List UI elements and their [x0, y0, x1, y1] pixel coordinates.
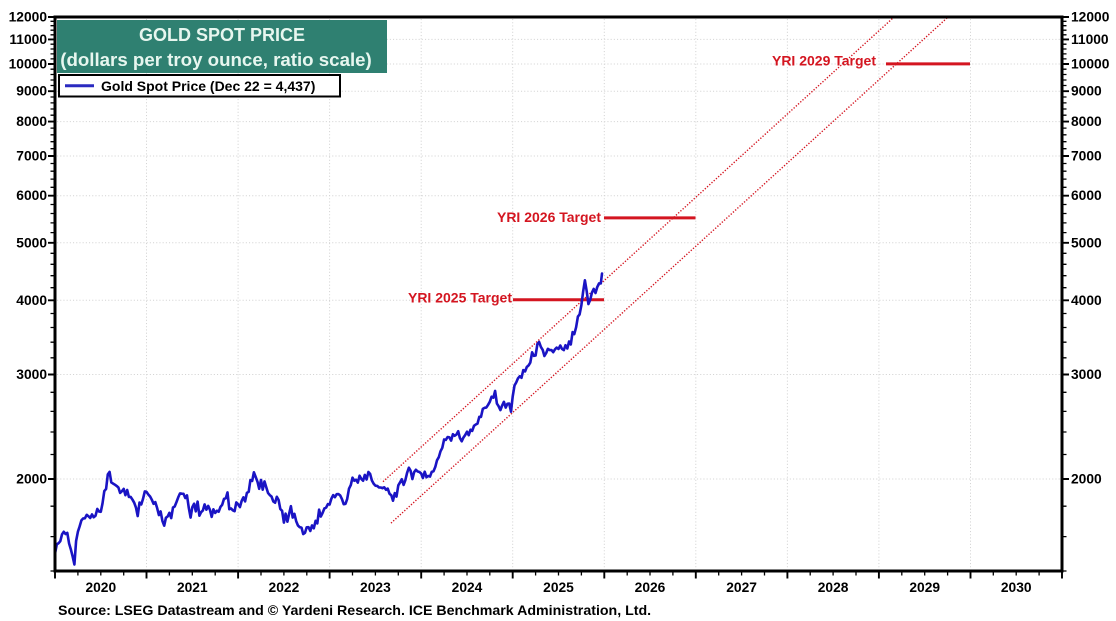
- svg-text:10000: 10000: [1071, 57, 1110, 72]
- svg-text:11000: 11000: [9, 32, 47, 47]
- svg-text:2024: 2024: [452, 580, 483, 595]
- svg-text:2030: 2030: [1001, 580, 1032, 595]
- svg-text:3000: 3000: [1071, 367, 1102, 382]
- svg-text:8000: 8000: [16, 114, 47, 129]
- svg-text:YRI 2029 Target: YRI 2029 Target: [772, 53, 876, 69]
- svg-text:8000: 8000: [1071, 114, 1102, 129]
- svg-text:6000: 6000: [1071, 188, 1102, 203]
- svg-text:YRI 2025 Target: YRI 2025 Target: [408, 290, 512, 306]
- svg-text:(dollars per troy ounce, ratio: (dollars per troy ounce, ratio scale): [60, 49, 372, 70]
- svg-text:12000: 12000: [1071, 10, 1110, 25]
- svg-text:2023: 2023: [360, 580, 391, 595]
- svg-text:3000: 3000: [16, 367, 47, 382]
- svg-text:7000: 7000: [1071, 149, 1102, 164]
- svg-text:2027: 2027: [726, 580, 757, 595]
- svg-text:YRI 2026 Target: YRI 2026 Target: [497, 209, 601, 225]
- svg-text:12000: 12000: [9, 10, 48, 25]
- svg-text:2020: 2020: [85, 580, 116, 595]
- svg-text:5000: 5000: [1071, 235, 1102, 250]
- svg-text:9000: 9000: [16, 84, 47, 99]
- svg-text:Gold Spot Price (Dec 22 = 4,43: Gold Spot Price (Dec 22 = 4,437): [101, 78, 315, 94]
- svg-text:2000: 2000: [1071, 472, 1102, 487]
- svg-text:7000: 7000: [16, 149, 47, 164]
- svg-text:Source: LSEG Datastream and ©: Source: LSEG Datastream and © Yardeni Re…: [58, 603, 651, 619]
- svg-text:2025: 2025: [543, 580, 574, 595]
- svg-text:2022: 2022: [269, 580, 300, 595]
- svg-text:6000: 6000: [16, 188, 47, 203]
- svg-text:2000: 2000: [16, 472, 47, 487]
- svg-text:4000: 4000: [1071, 293, 1102, 308]
- svg-text:2028: 2028: [818, 580, 849, 595]
- svg-text:5000: 5000: [16, 235, 47, 250]
- svg-text:9000: 9000: [1071, 84, 1102, 99]
- svg-text:2021: 2021: [177, 580, 208, 595]
- svg-text:GOLD SPOT PRICE: GOLD SPOT PRICE: [139, 25, 305, 45]
- svg-text:4000: 4000: [16, 293, 47, 308]
- svg-text:2029: 2029: [909, 580, 940, 595]
- svg-text:11000: 11000: [1071, 32, 1109, 47]
- svg-text:10000: 10000: [9, 57, 48, 72]
- svg-text:2026: 2026: [635, 580, 666, 595]
